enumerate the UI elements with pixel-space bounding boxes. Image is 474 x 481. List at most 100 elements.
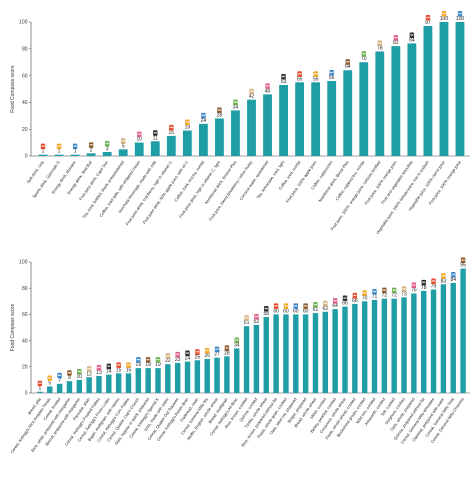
bar-value-label: 73 (401, 291, 407, 297)
bar-value-label: 72 (382, 293, 388, 299)
food-icon-label (363, 292, 367, 294)
bar (106, 374, 112, 393)
y-tick-label: 40 (22, 100, 28, 106)
food-icon (441, 11, 447, 17)
bar (391, 46, 401, 157)
bar (375, 51, 385, 157)
category-label: Fruit juice, 100% orange juice (427, 159, 462, 206)
bar (381, 298, 388, 393)
food-icon (425, 15, 431, 21)
bar-value-label: 60 (293, 308, 299, 314)
bar-value-label: 26 (204, 353, 210, 359)
bar-value-label: 11 (153, 135, 158, 141)
food-icon (185, 119, 190, 126)
bar-value-label: 28 (224, 350, 230, 356)
food-icon (244, 315, 249, 321)
food-icon (332, 298, 338, 304)
food-icon-label (73, 145, 77, 147)
food-icon (249, 88, 254, 95)
food-icon-label (121, 140, 125, 142)
category-label: Tea, lemonade, iced, light (255, 159, 286, 200)
bar (145, 368, 151, 393)
bar (56, 383, 63, 393)
y-tick-label: 0 (25, 154, 28, 160)
food-icon (265, 83, 270, 89)
food-icon (57, 372, 62, 379)
bar-value-label: 5 (122, 143, 125, 149)
food-icon-label (38, 382, 42, 384)
food-icon (409, 32, 415, 38)
bar (352, 303, 358, 393)
bar-value-label: 79 (431, 284, 437, 290)
food-icon-label (97, 366, 101, 369)
bar (411, 293, 417, 393)
food-icon (96, 364, 102, 371)
bar-value-label: 78 (421, 285, 427, 291)
food-icon-label (41, 145, 45, 147)
food-icon-label (77, 370, 81, 373)
food-icon-label (254, 315, 259, 318)
food-icon-label (392, 289, 396, 291)
food-icon-label (343, 297, 347, 299)
food-icon (342, 295, 348, 302)
bar-value-label: 22 (165, 358, 171, 364)
food-icon (106, 363, 112, 370)
bar (421, 290, 427, 393)
bar-value-label: 55 (313, 76, 319, 82)
y-tick-label: 60 (22, 73, 28, 79)
bar (247, 99, 256, 156)
bar (343, 70, 353, 156)
food-icon (283, 303, 289, 309)
food-icon (126, 362, 131, 368)
food-icon-label (153, 132, 157, 134)
bar (204, 358, 210, 393)
food-icon-label (117, 364, 121, 366)
bar (96, 375, 102, 393)
bar (311, 82, 321, 156)
bar-value-label: 83 (441, 278, 447, 284)
bar-value-label: 15 (126, 367, 132, 373)
bar-value-label: 27 (214, 352, 220, 358)
bar-value-label: 19 (155, 362, 161, 368)
bar-value-label: 76 (411, 287, 417, 293)
food-icon (382, 287, 387, 294)
bar (86, 153, 96, 156)
y-tick-label: 100 (19, 20, 28, 26)
bar-value-label: 95 (460, 263, 466, 269)
bar (165, 364, 171, 393)
food-icon-label (353, 294, 357, 297)
bar (407, 43, 417, 156)
bar (322, 311, 329, 393)
y-tick-label: 80 (22, 47, 28, 53)
bar (184, 361, 191, 393)
food-icon-label (346, 61, 350, 63)
bar-value-label: 66 (342, 301, 348, 307)
food-icon-label (201, 114, 205, 117)
bar-value-label: 12 (86, 371, 92, 377)
bar (295, 82, 305, 156)
bar-value-label: 34 (234, 342, 240, 348)
bar-value-label: 68 (352, 298, 358, 304)
food-icon-label (422, 281, 426, 284)
bar (327, 80, 337, 156)
food-icon (104, 140, 110, 147)
food-icon-label (244, 316, 249, 319)
food-icon-label (314, 73, 318, 75)
bar (215, 118, 224, 156)
bar-value-label: 61 (313, 307, 319, 313)
bar (38, 154, 48, 156)
food-icon-label (458, 12, 462, 15)
food-icon-label (136, 358, 140, 361)
food-icon-label (166, 354, 170, 357)
food-icon-label (410, 34, 414, 36)
food-icon (136, 357, 141, 363)
food-icon (362, 290, 367, 296)
bar (125, 373, 132, 393)
category-label: Coconut water, sweetened (238, 160, 269, 201)
food-icon (281, 73, 286, 80)
bar (342, 306, 348, 393)
bar-value-label: 53 (281, 79, 287, 85)
